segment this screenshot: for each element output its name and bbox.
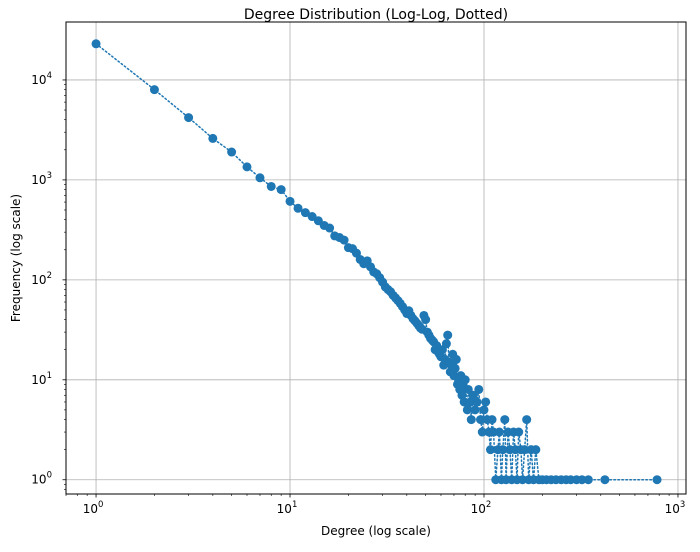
y-tick-label: 101: [31, 371, 52, 387]
data-point: [518, 475, 528, 485]
data-point: [91, 39, 101, 49]
data-point: [500, 415, 510, 425]
data-point: [462, 405, 472, 415]
x-axis-label: Degree (log scale): [321, 524, 431, 538]
x-tick-label: 103: [665, 500, 686, 516]
data-point: [459, 397, 469, 407]
data-point: [227, 147, 237, 157]
x-tick-label: 101: [277, 500, 298, 516]
data-point: [479, 405, 489, 415]
plot-border: [65, 21, 687, 495]
data-point: [293, 203, 303, 213]
series-layer: [91, 39, 662, 485]
data-point: [300, 208, 310, 218]
data-point: [652, 475, 662, 485]
y-tick-label: 102: [31, 271, 52, 287]
data-point: [460, 375, 470, 385]
data-point: [514, 427, 524, 437]
data-point: [184, 113, 194, 123]
data-point: [421, 315, 431, 325]
data-point: [339, 235, 349, 245]
x-tick-label: 100: [83, 500, 104, 516]
grid: [66, 22, 686, 494]
chart-title: Degree Distribution (Log-Log, Dotted): [244, 7, 508, 23]
data-point: [476, 415, 486, 425]
data-point: [276, 185, 286, 195]
data-point: [466, 415, 476, 425]
plot-frame: [66, 22, 686, 494]
x-tick-label: 102: [471, 500, 492, 516]
y-tick-label: 100: [31, 471, 52, 487]
data-point: [266, 181, 276, 191]
data-point: [477, 427, 487, 437]
data-point: [485, 445, 495, 455]
data-point: [600, 475, 610, 485]
data-point: [520, 445, 530, 455]
data-point: [522, 415, 532, 425]
data-point: [451, 354, 461, 364]
data-point: [441, 339, 451, 349]
y-tick-label: 103: [31, 171, 52, 187]
y-axis-ticks: 100 101 102 103 104: [31, 71, 66, 490]
data-point: [474, 384, 484, 394]
data-point: [450, 363, 460, 373]
data-point: [208, 133, 218, 143]
data-point: [242, 162, 252, 172]
data-point: [531, 445, 541, 455]
data-point: [470, 405, 480, 415]
data-point: [472, 397, 482, 407]
data-point: [468, 390, 478, 400]
data-point: [498, 445, 508, 455]
data-point: [487, 415, 497, 425]
y-axis-label: Frequency (log scale): [9, 194, 23, 322]
data-point: [325, 223, 335, 233]
data-point: [481, 397, 491, 407]
x-axis-ticks: 100 101 102 103: [65, 494, 686, 516]
data-point: [577, 475, 587, 485]
data-point: [494, 427, 504, 437]
y-tick-label: 104: [31, 71, 52, 87]
data-point: [583, 475, 593, 485]
data-point: [285, 196, 295, 206]
data-point: [443, 330, 453, 340]
data-point: [255, 173, 265, 183]
data-point: [149, 85, 159, 95]
